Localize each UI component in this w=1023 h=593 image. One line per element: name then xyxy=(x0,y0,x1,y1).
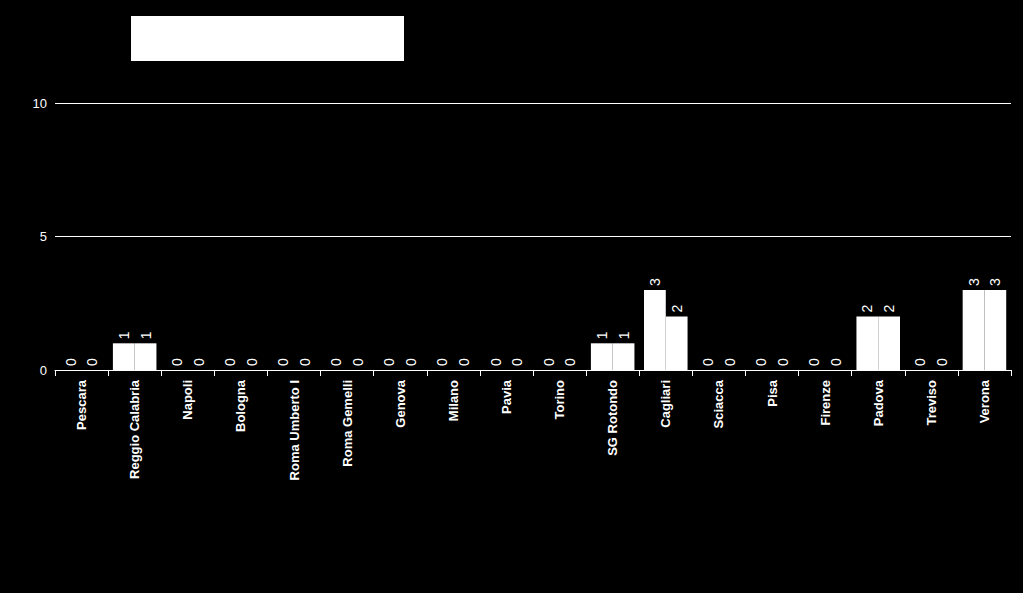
svg-text:1: 1 xyxy=(116,331,132,339)
svg-text:0: 0 xyxy=(328,358,344,366)
svg-text:0: 0 xyxy=(806,358,822,366)
svg-text:Genova: Genova xyxy=(393,379,408,427)
svg-text:Torino: Torino xyxy=(552,380,567,420)
svg-text:0: 0 xyxy=(434,358,450,366)
svg-text:0: 0 xyxy=(934,358,950,366)
svg-text:Cagliari: Cagliari xyxy=(658,380,673,428)
svg-text:0: 0 xyxy=(40,363,47,378)
svg-text:0: 0 xyxy=(562,358,578,366)
svg-text:5: 5 xyxy=(40,229,47,244)
svg-text:3: 3 xyxy=(987,278,1003,286)
svg-text:2: 2 xyxy=(669,305,685,313)
svg-text:3: 3 xyxy=(647,278,663,286)
svg-text:2: 2 xyxy=(881,305,897,313)
svg-text:0: 0 xyxy=(222,358,238,366)
svg-text:Pisa: Pisa xyxy=(765,379,780,407)
svg-text:0: 0 xyxy=(775,358,791,366)
svg-text:1: 1 xyxy=(138,331,154,339)
svg-text:0: 0 xyxy=(912,358,928,366)
svg-text:Pavia: Pavia xyxy=(499,379,514,414)
svg-text:1: 1 xyxy=(616,331,632,339)
svg-text:0: 0 xyxy=(381,358,397,366)
svg-text:0: 0 xyxy=(297,358,313,366)
svg-text:10: 10 xyxy=(33,96,47,111)
svg-text:0: 0 xyxy=(84,358,100,366)
svg-text:0: 0 xyxy=(244,358,260,366)
svg-text:0: 0 xyxy=(169,358,185,366)
svg-text:0: 0 xyxy=(191,358,207,366)
svg-text:0: 0 xyxy=(63,358,79,366)
svg-text:0: 0 xyxy=(722,358,738,366)
svg-text:Roma Umberto I: Roma Umberto I xyxy=(287,380,302,480)
svg-text:Bologna: Bologna xyxy=(233,379,248,432)
svg-text:Napoli: Napoli xyxy=(180,380,195,420)
svg-text:Verona: Verona xyxy=(977,379,992,423)
svg-text:Roma Gemelli: Roma Gemelli xyxy=(340,380,355,467)
svg-text:0: 0 xyxy=(456,358,472,366)
svg-text:0: 0 xyxy=(509,358,525,366)
svg-text:Sciacca: Sciacca xyxy=(711,379,726,428)
svg-text:1: 1 xyxy=(594,331,610,339)
svg-text:0: 0 xyxy=(488,358,504,366)
svg-text:SG Rotondo: SG Rotondo xyxy=(605,380,620,456)
svg-text:Reggio Calabria: Reggio Calabria xyxy=(127,379,142,479)
svg-text:0: 0 xyxy=(700,358,716,366)
svg-text:Milano: Milano xyxy=(446,380,461,421)
svg-text:Pescara: Pescara xyxy=(74,379,89,430)
svg-text:Firenze: Firenze xyxy=(818,380,833,426)
svg-text:3: 3 xyxy=(966,278,982,286)
svg-text:0: 0 xyxy=(403,358,419,366)
svg-text:Padova: Padova xyxy=(871,379,886,426)
svg-text:0: 0 xyxy=(828,358,844,366)
svg-text:0: 0 xyxy=(753,358,769,366)
svg-text:2: 2 xyxy=(859,305,875,313)
svg-text:Treviso: Treviso xyxy=(924,380,939,426)
svg-text:0: 0 xyxy=(275,358,291,366)
svg-text:0: 0 xyxy=(541,358,557,366)
svg-text:0: 0 xyxy=(350,358,366,366)
